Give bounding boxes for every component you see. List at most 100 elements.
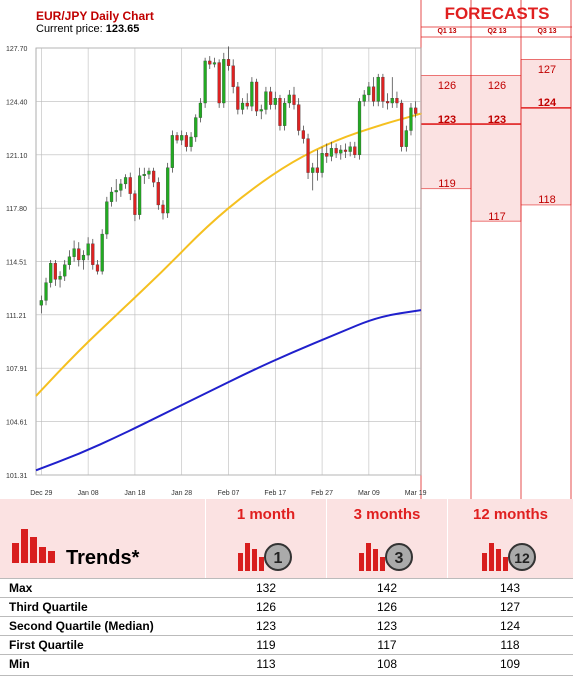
y-tick-label: 101.31 xyxy=(6,473,28,480)
candle-body xyxy=(329,148,334,157)
candle-body xyxy=(301,130,305,139)
candle-body xyxy=(147,170,151,175)
horizon-12m-label: 12 months xyxy=(472,506,548,523)
candle-body xyxy=(58,275,62,280)
candle-body xyxy=(63,264,67,277)
candle-body xyxy=(245,102,249,107)
forecast-q3-low: 118 xyxy=(538,194,556,206)
candle-body xyxy=(170,135,174,168)
candle-body xyxy=(67,256,72,265)
row-label: Second Quartile (Median) xyxy=(9,619,154,633)
row-label: Max xyxy=(9,581,33,595)
horizon-3m-cell: 3 months 3 xyxy=(327,499,448,578)
row-value-3m: 126 xyxy=(376,600,398,614)
bar-chart-badge-1-icon: 1 xyxy=(238,543,292,571)
candle-body xyxy=(152,170,156,183)
candle-body xyxy=(133,193,137,215)
candle-body xyxy=(269,91,273,105)
badge-12-text: 12 xyxy=(514,550,530,566)
x-tick-label: Jan 08 xyxy=(78,490,99,497)
row-value-1m: 123 xyxy=(255,619,277,633)
candle-body xyxy=(203,60,207,104)
candle-body xyxy=(311,167,315,173)
row-value-1m: 132 xyxy=(255,581,277,595)
candle-body xyxy=(114,190,118,193)
x-tick-label: Dec 29 xyxy=(30,490,52,497)
ma-long-line xyxy=(35,309,422,472)
candle-body xyxy=(175,135,179,141)
bar-chart-badge-12-icon: 12 xyxy=(482,543,536,571)
forecast-q2-high: 126 xyxy=(487,80,507,92)
candle-body xyxy=(362,94,366,102)
candle-body xyxy=(287,94,291,104)
x-tick-label: Feb 17 xyxy=(264,490,286,497)
x-tick-label: Feb 27 xyxy=(311,490,333,497)
forecast-range-box xyxy=(520,59,572,206)
candle-body xyxy=(44,282,48,301)
trends-row-third-quartile: Third Quartile 126 126 127 xyxy=(0,597,573,617)
forecast-q2-median: 123 xyxy=(487,114,507,126)
y-tick-label: 107.91 xyxy=(6,366,28,373)
badge-1-text: 1 xyxy=(274,550,283,567)
candle-body xyxy=(292,94,296,105)
candle-body xyxy=(240,102,245,110)
candle-body xyxy=(385,101,390,104)
candle-body xyxy=(395,98,399,104)
candle-body xyxy=(343,149,348,152)
price-value: 123.65 xyxy=(105,23,140,35)
candle-body xyxy=(86,243,90,256)
forecast-q1-median: 123 xyxy=(437,114,457,126)
y-tick-label: 111.21 xyxy=(6,313,26,320)
candle-body xyxy=(156,182,160,206)
eurjpy-chart: 127.70 124.40 121.10 117.80 114.51 111.21 107.… xyxy=(6,0,572,499)
row-value-12m: 124 xyxy=(499,619,521,633)
candle-body xyxy=(91,243,95,265)
horizon-1m-cell: 1 month 1 xyxy=(206,499,327,578)
candle-body xyxy=(194,117,198,138)
candle-body xyxy=(320,153,324,173)
trends-row-median: Second Quartile (Median) 123 123 124 xyxy=(0,616,573,636)
candle-body xyxy=(367,86,371,96)
row-value-3m: 142 xyxy=(376,581,398,595)
row-value-3m: 123 xyxy=(376,619,398,633)
candle-body xyxy=(254,81,259,112)
candle-body xyxy=(250,81,254,107)
x-tick-label: Jan 18 xyxy=(124,490,145,497)
candle-body xyxy=(306,138,310,173)
trends-row-min: Min 113 108 109 xyxy=(0,654,573,676)
candle-body xyxy=(222,59,226,104)
candle-body xyxy=(236,86,240,110)
candle-body xyxy=(49,263,53,283)
x-tick-label: Mar 19 xyxy=(405,490,427,497)
forecasts-title: FORECASTS xyxy=(444,4,550,23)
candle-body xyxy=(315,167,320,173)
candle-body xyxy=(400,102,404,147)
chart-title: EUR/JPY Daily Chart xyxy=(36,9,154,23)
forecast-range-box xyxy=(420,75,472,190)
y-tick-label: 104.61 xyxy=(6,420,28,427)
trends-row-first-quartile: First Quartile 119 117 118 xyxy=(0,635,573,655)
y-tick-label: 124.40 xyxy=(6,99,28,106)
candle-body xyxy=(353,146,357,155)
candle-body xyxy=(357,101,362,155)
candle-body xyxy=(409,107,413,131)
x-tick-label: Mar 09 xyxy=(358,490,380,497)
candle-body xyxy=(278,98,282,126)
candle-body xyxy=(77,248,81,261)
candle-body xyxy=(334,148,338,154)
trends-row-max: Max 132 142 143 xyxy=(0,578,573,598)
candle-body xyxy=(325,153,329,157)
y-tick-label: 127.70 xyxy=(6,46,28,53)
candle-body xyxy=(231,65,235,87)
forecast-q3-median: 124 xyxy=(537,97,557,109)
candle-body xyxy=(297,104,301,131)
row-label: First Quartile xyxy=(9,638,84,652)
candle-body xyxy=(226,59,231,66)
badge-3-text: 3 xyxy=(395,550,404,567)
row-value-12m: 143 xyxy=(499,581,521,595)
candle-body xyxy=(273,98,277,105)
x-tick-label: Feb 07 xyxy=(218,490,240,497)
candle-body xyxy=(142,174,146,176)
candle-body xyxy=(161,204,165,214)
row-label: Third Quartile xyxy=(9,600,88,614)
